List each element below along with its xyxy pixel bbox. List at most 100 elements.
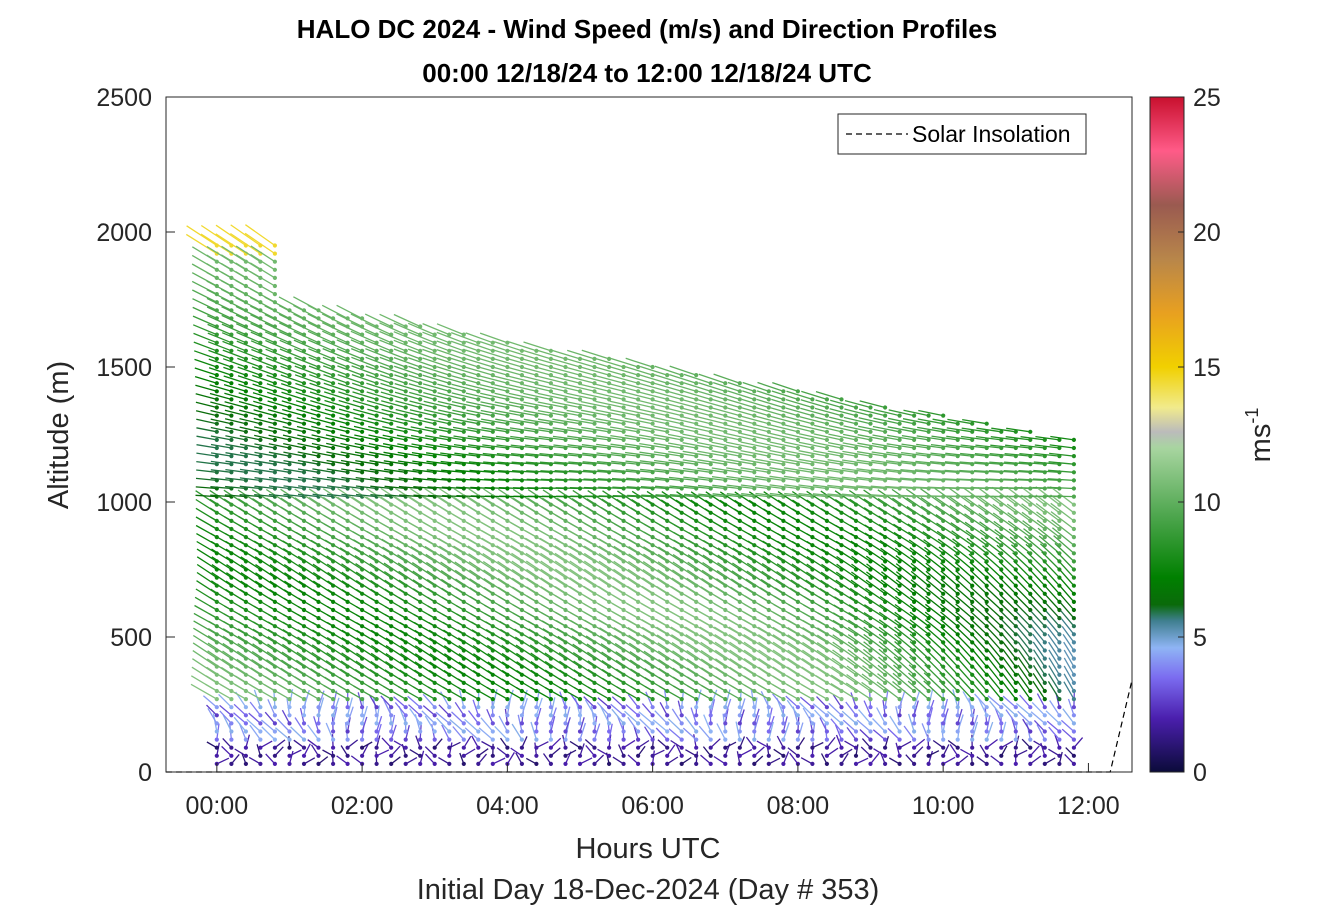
wind-barb-shaft: [436, 357, 465, 368]
wind-barb-dot: [243, 462, 248, 467]
wind-barb-shaft: [482, 552, 508, 571]
wind-barb-shaft: [535, 707, 542, 724]
wind-barb-shaft: [207, 627, 232, 643]
wind-barb-shaft: [408, 383, 435, 392]
wind-barb-dot: [577, 713, 583, 718]
wind-barb-dot: [403, 348, 408, 353]
wind-barb-dot: [534, 405, 539, 410]
wind-barb-dot: [505, 729, 510, 734]
wind-barb-shaft: [557, 635, 581, 652]
wind-barb-dot: [345, 470, 350, 475]
wind-barb-dot: [665, 761, 670, 767]
wind-barb-dot: [243, 445, 248, 451]
wind-barb-shaft: [237, 628, 261, 643]
wind-barb-shaft: [282, 434, 305, 441]
wind-barb-dot: [316, 364, 321, 370]
wind-barb-shaft: [193, 332, 218, 344]
wind-barb-dot: [243, 413, 248, 418]
wind-barb-shaft: [224, 418, 247, 425]
wind-barb-shaft: [451, 366, 479, 376]
wind-barb-dot: [331, 721, 336, 726]
wind-barb-shaft: [210, 494, 232, 498]
wind-barb-dot: [258, 381, 263, 386]
wind-barb-shaft: [296, 540, 319, 554]
wind-barb-dot: [694, 705, 699, 710]
wind-barb-shaft: [192, 306, 218, 319]
wind-barb-dot: [476, 405, 481, 410]
wind-barb-shaft: [289, 749, 302, 757]
wind-barb-dot: [607, 413, 612, 418]
wind-barb-dot: [476, 348, 481, 353]
wind-barb-shaft: [326, 563, 348, 579]
wind-barb-dot: [345, 389, 350, 394]
wind-barb-shaft: [522, 366, 552, 376]
wind-barb-dot: [316, 429, 321, 434]
wind-barb-dot: [607, 721, 612, 726]
wind-barb-dot: [824, 753, 830, 758]
wind-barb-shaft: [393, 322, 421, 336]
wind-barb-shaft: [324, 408, 348, 417]
wind-barb-shaft: [511, 723, 523, 740]
wind-barb-shaft: [544, 652, 566, 668]
wind-barb-dot: [258, 421, 263, 426]
wind-barb-dot: [824, 745, 830, 750]
wind-barb-shaft: [336, 356, 363, 368]
wind-barb-shaft: [494, 375, 523, 384]
wind-barb-dot: [650, 373, 655, 378]
wind-barb-shaft: [426, 452, 450, 457]
wind-barb-shaft: [252, 635, 276, 652]
wind-barb-dot: [316, 373, 321, 378]
wind-barb-dot: [534, 413, 539, 418]
wind-barb-dot: [665, 373, 670, 378]
wind-barb-shaft: [350, 755, 363, 765]
wind-barb-dot: [534, 348, 539, 353]
wind-barb-shaft: [440, 570, 465, 587]
wind-barb-shaft: [436, 366, 464, 376]
wind-barb-shaft: [468, 452, 493, 457]
wind-barb-dot: [432, 753, 437, 758]
wind-barb-shaft: [327, 571, 348, 587]
wind-barb-dot: [766, 737, 771, 742]
wind-barb-shaft: [221, 745, 232, 757]
wind-barb-shaft: [279, 356, 305, 368]
wind-barb-dot: [389, 381, 394, 386]
wind-barb-dot: [272, 697, 277, 702]
wind-barb-shaft: [309, 382, 334, 392]
wind-barb-dot: [418, 429, 423, 434]
wind-barb-dot: [607, 737, 612, 742]
wind-barb-dot: [548, 437, 554, 442]
wind-barb-dot: [534, 761, 539, 767]
wind-barb-dot: [795, 737, 801, 742]
wind-barb-dot: [272, 381, 277, 386]
wind-barb-dot: [650, 721, 655, 726]
wind-barb-shaft: [219, 704, 232, 716]
wind-barb-dot: [403, 405, 408, 410]
wind-barb-dot: [810, 753, 815, 758]
wind-barb-dot: [519, 413, 525, 418]
wind-barb-shaft: [267, 628, 290, 643]
wind-barb-dot: [563, 389, 568, 394]
wind-barb-shaft: [438, 704, 450, 716]
wind-barb-dot: [258, 697, 263, 702]
wind-barb-shaft: [381, 400, 406, 409]
wind-barb-dot: [534, 697, 539, 702]
wind-barb-dot: [272, 389, 277, 394]
wind-barb-shaft: [323, 373, 348, 384]
wind-barb-shaft: [237, 635, 261, 652]
wind-barb-dot: [476, 737, 481, 742]
wind-barb-shaft: [192, 658, 218, 676]
wind-barb-shaft: [225, 477, 246, 482]
wind-barb-dot: [243, 721, 248, 726]
wind-barb-shaft: [326, 476, 348, 482]
wind-barb-dot: [694, 697, 699, 702]
wind-barb-shaft: [568, 461, 595, 465]
wind-barb-dot: [447, 437, 452, 442]
wind-barb-shaft: [429, 637, 450, 652]
wind-barb-shaft: [452, 409, 479, 417]
wind-barb-dot: [650, 697, 655, 702]
wind-barb-dot: [708, 721, 713, 726]
wind-barb-dot: [360, 397, 365, 402]
wind-barb-shaft: [322, 347, 348, 360]
wind-barb-dot: [418, 421, 423, 426]
wind-barb-dot: [897, 737, 902, 742]
